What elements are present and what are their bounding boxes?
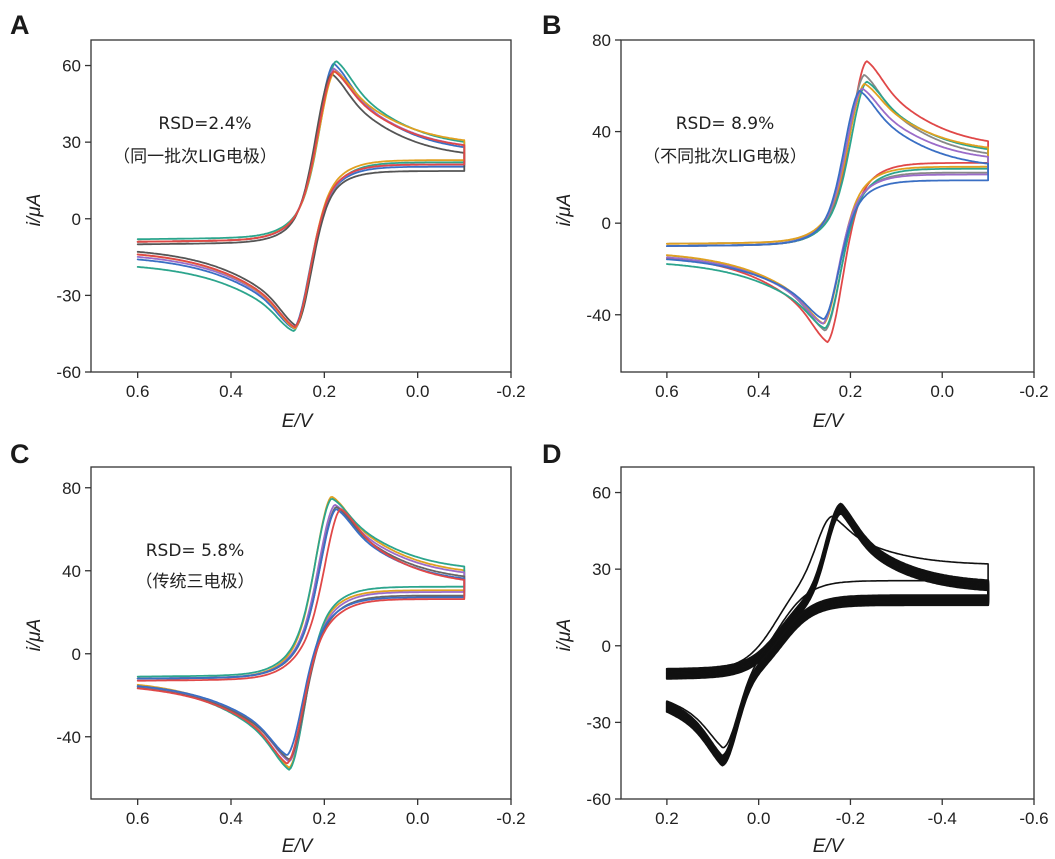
y-tick-label-c: 80 — [62, 479, 81, 498]
y-tick-label-d: -30 — [586, 713, 611, 732]
x-ticks-b: 0.6 0.4 0.2 0.0 -0.2 — [655, 372, 1049, 401]
x-tick-label-a: 0.2 — [313, 382, 337, 401]
x-tick-label-a: 0.0 — [406, 382, 430, 401]
x-tick-label-d: 0.0 — [747, 809, 771, 828]
annotation-electrode-b: （不同批次LIG电极） — [643, 147, 807, 167]
cv-curve-c-2 — [136, 497, 466, 771]
x-ticks-d: 0.2 0.0 -0.2 -0.4 -0.6 — [655, 799, 1049, 828]
plot-frame-b — [620, 39, 1035, 373]
cv-curve-a-5 — [136, 70, 466, 330]
cv-curve-a-4 — [136, 73, 466, 327]
y-tick-label-d: -60 — [586, 790, 611, 809]
plot-frame-d — [620, 466, 1035, 800]
x-tick-label-d: -0.4 — [928, 809, 957, 828]
cv-curve-a-3 — [136, 67, 466, 330]
y-tick-label-a: 30 — [62, 133, 81, 152]
y-tick-label-b: 0 — [602, 214, 611, 233]
x-axis-label-c: E/V — [282, 836, 315, 857]
panel-b: B 0.6 0.4 0.2 0.0 -0.2 80 40 0 -40 RSD= 8.9% （不… — [542, 10, 1049, 432]
y-tick-label-a: -30 — [56, 286, 81, 305]
curves-a — [136, 60, 466, 332]
x-tick-label-c: 0.4 — [219, 809, 243, 828]
cv-curve-a-6 — [136, 70, 466, 329]
x-tick-label-c: 0.0 — [406, 809, 430, 828]
annotation-electrode-c: （传统三电极） — [136, 572, 255, 592]
y-tick-label-c: -40 — [56, 728, 81, 747]
y-ticks-c: 80 40 0 -40 — [56, 479, 91, 747]
curves-c — [136, 496, 466, 771]
y-tick-label-c: 0 — [72, 645, 81, 664]
x-tick-label-b: 0.2 — [839, 382, 863, 401]
x-tick-label-b: 0.0 — [930, 382, 954, 401]
y-tick-label-d: 60 — [592, 484, 611, 503]
y-tick-label-a: 60 — [62, 57, 81, 76]
cv-curve-a-2 — [136, 60, 466, 332]
panel-d: D 0.2 0.0 -0.2 -0.4 -0.6 60 30 0 -30 -60 E/V i/μ… — [542, 439, 1049, 857]
x-tick-label-b: -0.2 — [1019, 382, 1048, 401]
x-axis-label-a: E/V — [282, 411, 315, 432]
panel-letter-b: B — [542, 10, 562, 40]
cv-curve-b-6 — [666, 89, 989, 320]
y-ticks-d: 60 30 0 -30 -60 — [586, 484, 621, 809]
x-tick-label-d: -0.2 — [836, 809, 865, 828]
y-ticks-b: 80 40 0 -40 — [586, 31, 621, 325]
y-tick-label-b: -40 — [586, 306, 611, 325]
y-tick-label-d: 30 — [592, 560, 611, 579]
curves-d — [665, 502, 990, 767]
x-tick-label-c: 0.6 — [126, 809, 150, 828]
x-axis-label-d: E/V — [813, 836, 846, 857]
x-tick-label-a: 0.4 — [219, 382, 243, 401]
panel-c: C 0.6 0.4 0.2 0.0 -0.2 80 40 0 -40 RSD= 5.8% （传… — [10, 439, 526, 857]
cv-curve-a-1 — [136, 62, 466, 330]
y-ticks-a: 60 30 0 -30 -60 — [56, 57, 91, 382]
y-tick-label-a: 0 — [72, 210, 81, 229]
annotation-electrode-a: （同一批次LIG电极） — [113, 147, 277, 167]
y-axis-label-d: i/μA — [554, 619, 575, 652]
cv-curve-d-1 — [665, 512, 990, 767]
annotation-rsd-b: RSD= 8.9% — [676, 114, 775, 134]
x-tick-label-a: -0.2 — [496, 382, 525, 401]
x-tick-label-b: 0.6 — [655, 382, 679, 401]
y-axis-label-a: i/μA — [24, 194, 45, 227]
x-tick-label-d: 0.2 — [655, 809, 679, 828]
x-tick-label-c: 0.2 — [313, 809, 337, 828]
plot-frame-c — [90, 466, 512, 800]
panel-letter-c: C — [10, 439, 30, 469]
y-tick-label-a: -60 — [56, 363, 81, 382]
y-axis-label-b: i/μA — [554, 194, 575, 227]
x-tick-label-d: -0.6 — [1019, 809, 1048, 828]
y-tick-label-d: 0 — [602, 637, 611, 656]
annotation-rsd-c: RSD= 5.8% — [146, 541, 245, 561]
x-ticks-a: 0.6 0.4 0.2 0.0 -0.2 — [126, 372, 526, 401]
cv-curve-d-2 — [666, 515, 989, 749]
y-axis-label-c: i/μA — [24, 619, 45, 652]
panel-letter-d: D — [542, 439, 562, 469]
cv-curve-c-6 — [136, 508, 466, 765]
curves-b — [666, 60, 989, 344]
cv-curve-b-1 — [666, 60, 989, 344]
x-tick-label-a: 0.6 — [126, 382, 150, 401]
annotation-rsd-a: RSD=2.4% — [158, 114, 251, 134]
x-ticks-c: 0.6 0.4 0.2 0.0 -0.2 — [126, 799, 526, 828]
plot-frame-a — [90, 39, 512, 373]
panel-letter-a: A — [10, 10, 30, 40]
y-tick-label-b: 40 — [592, 123, 611, 142]
y-tick-label-c: 40 — [62, 562, 81, 581]
x-axis-label-b: E/V — [813, 411, 846, 432]
x-tick-label-c: -0.2 — [496, 809, 525, 828]
y-tick-label-b: 80 — [592, 31, 611, 50]
cv-curve-d-1 — [665, 511, 990, 766]
x-tick-label-b: 0.4 — [747, 382, 771, 401]
